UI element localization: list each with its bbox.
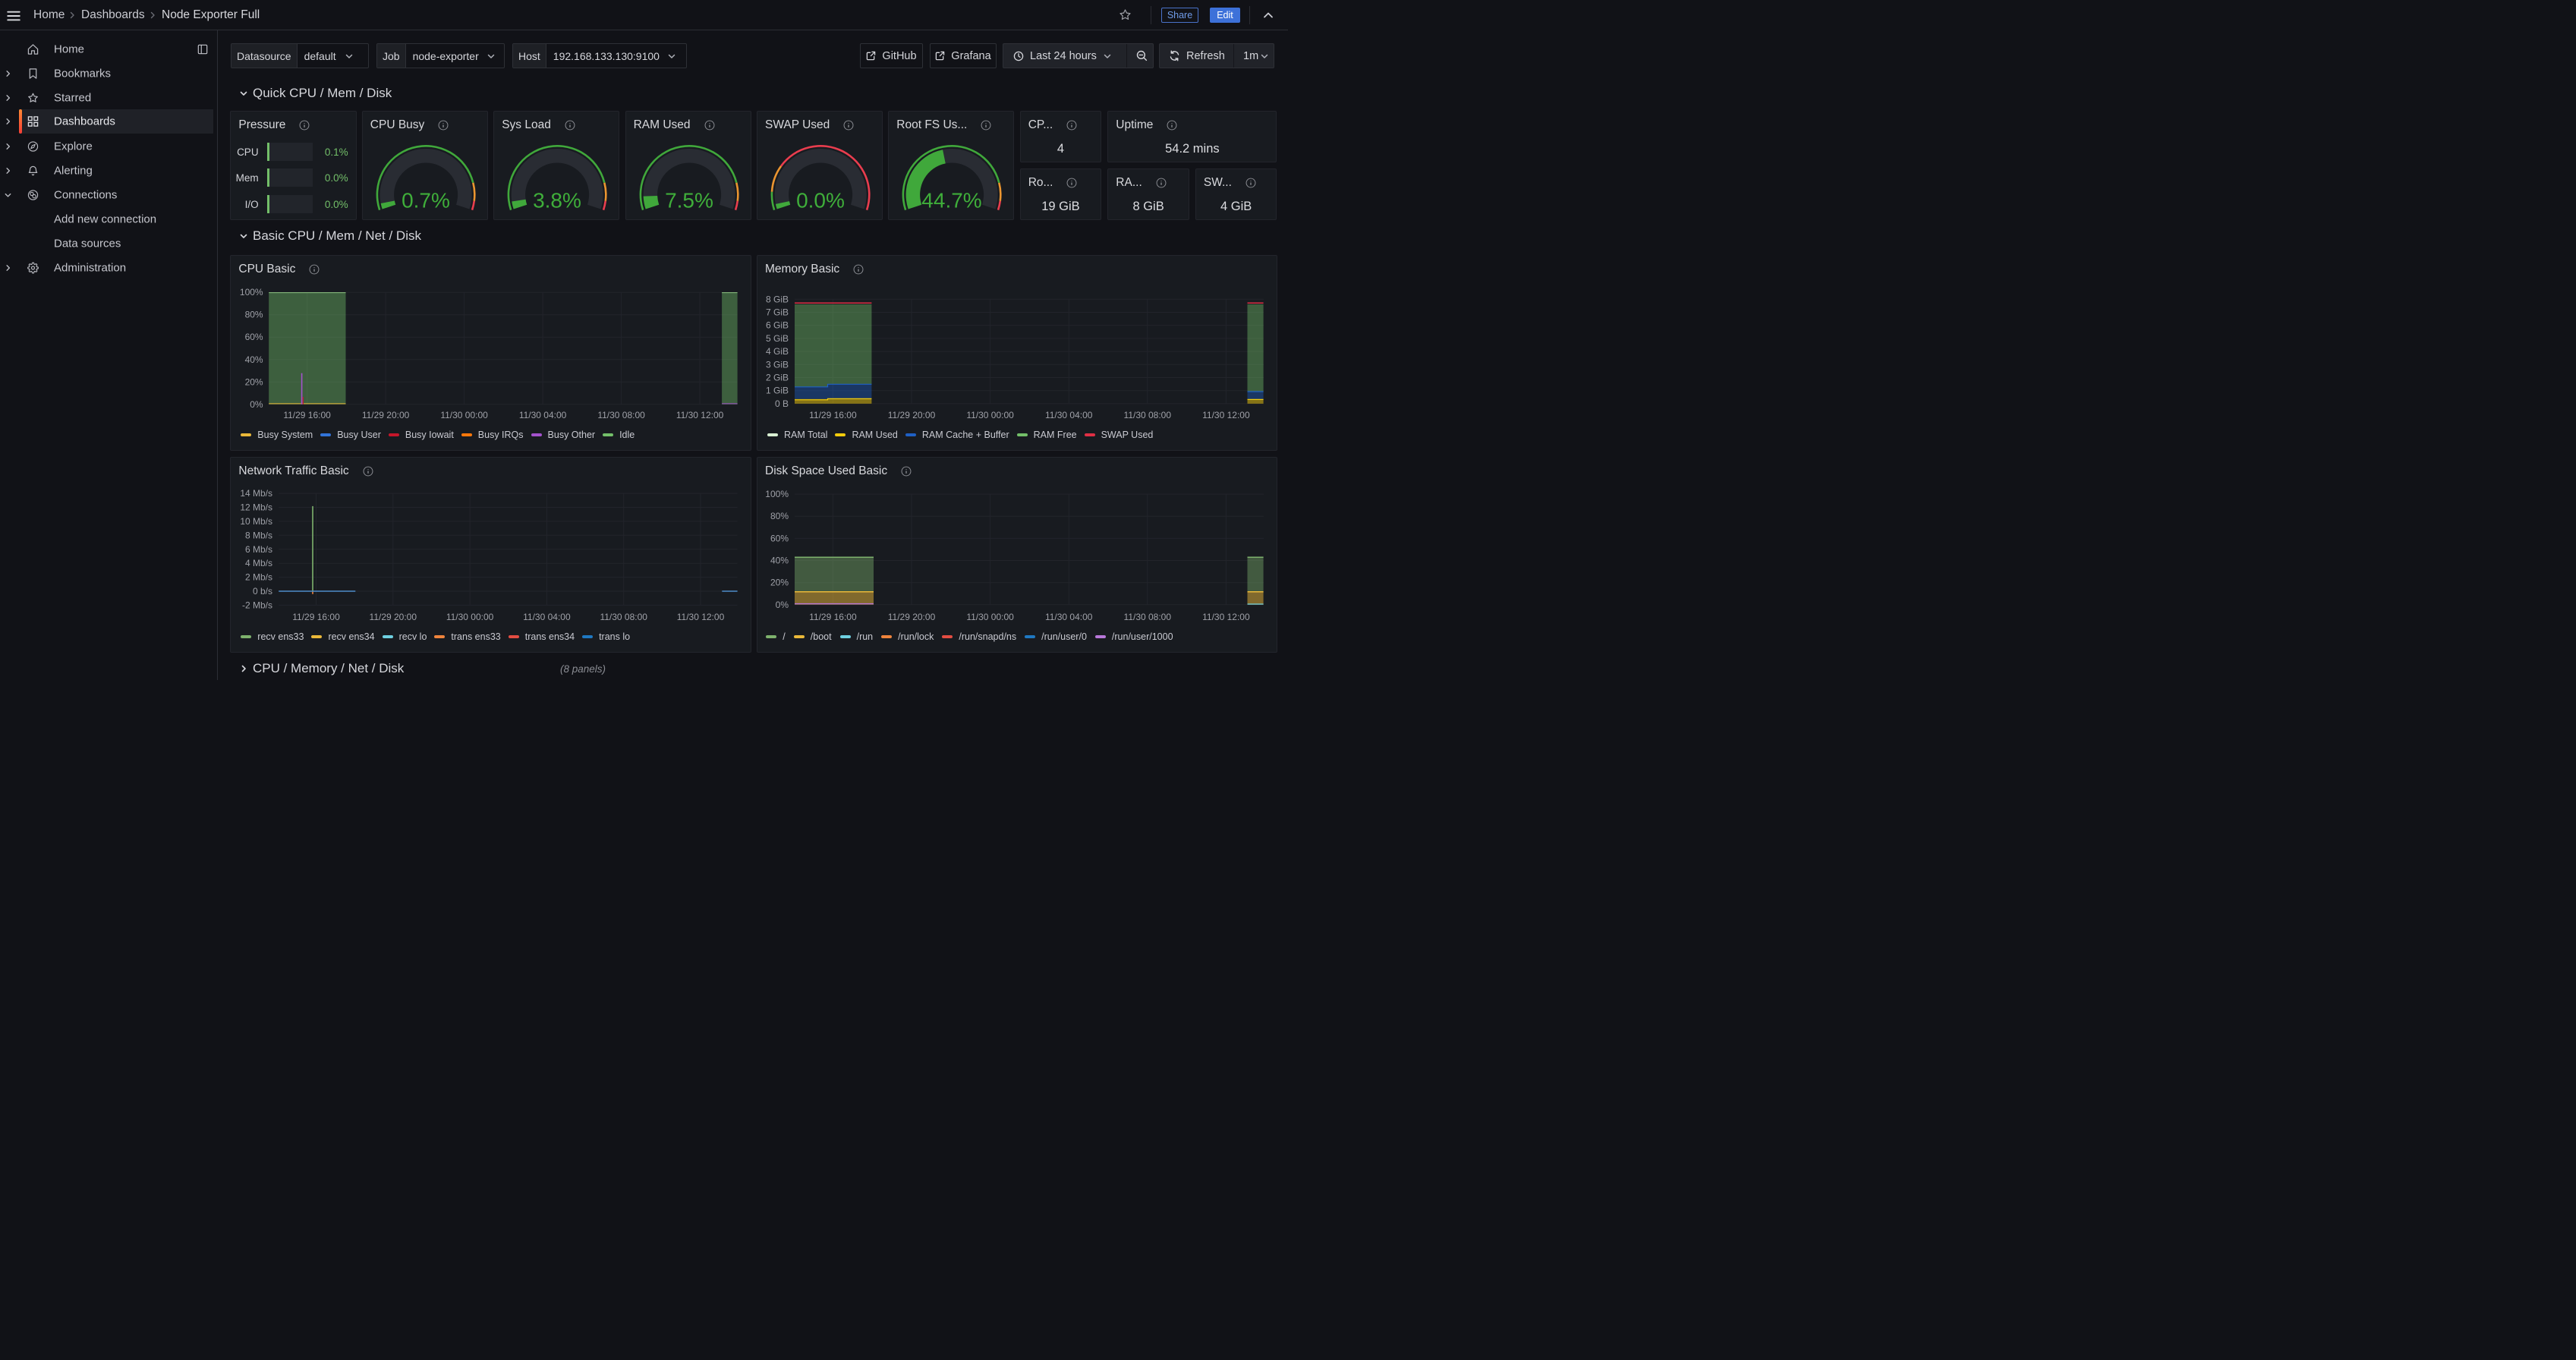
svg-text:4 GiB: 4 GiB [766, 346, 789, 357]
svg-text:11/29 20:00: 11/29 20:00 [370, 612, 417, 622]
svg-text:0%: 0% [776, 600, 789, 610]
svg-text:11/30 04:00: 11/30 04:00 [1045, 410, 1093, 420]
svg-text:2 GiB: 2 GiB [766, 373, 789, 383]
svg-text:40%: 40% [770, 556, 789, 566]
svg-text:0.7%: 0.7% [402, 189, 450, 212]
svg-text:20%: 20% [245, 376, 263, 387]
svg-text:11/30 00:00: 11/30 00:00 [966, 410, 1014, 420]
svg-text:11/29 16:00: 11/29 16:00 [293, 612, 341, 622]
svg-text:11/30 08:00: 11/30 08:00 [1124, 612, 1172, 622]
svg-text:11/30 12:00: 11/30 12:00 [676, 410, 724, 420]
svg-text:11/29 20:00: 11/29 20:00 [362, 410, 410, 420]
svg-text:0 b/s: 0 b/s [253, 586, 272, 597]
svg-text:80%: 80% [770, 511, 789, 521]
svg-text:14 Mb/s: 14 Mb/s [241, 488, 273, 499]
svg-text:0 B: 0 B [775, 398, 789, 409]
svg-text:12 Mb/s: 12 Mb/s [241, 502, 273, 513]
svg-text:3 GiB: 3 GiB [766, 359, 789, 370]
svg-text:11/29 16:00: 11/29 16:00 [809, 410, 857, 420]
svg-text:80%: 80% [245, 310, 263, 320]
svg-text:6 GiB: 6 GiB [766, 320, 789, 331]
svg-text:8 Mb/s: 8 Mb/s [245, 530, 272, 540]
svg-text:11/29 20:00: 11/29 20:00 [888, 612, 936, 622]
svg-text:11/30 08:00: 11/30 08:00 [598, 410, 646, 420]
svg-text:11/30 04:00: 11/30 04:00 [519, 410, 567, 420]
svg-text:7 GiB: 7 GiB [766, 307, 789, 318]
svg-text:11/29 16:00: 11/29 16:00 [284, 410, 332, 420]
svg-text:11/30 12:00: 11/30 12:00 [677, 612, 725, 622]
svg-text:2 Mb/s: 2 Mb/s [245, 572, 272, 583]
svg-text:0.0%: 0.0% [796, 189, 845, 212]
svg-text:11/30 08:00: 11/30 08:00 [600, 612, 648, 622]
svg-text:11/30 00:00: 11/30 00:00 [966, 612, 1014, 622]
svg-text:0%: 0% [250, 399, 264, 410]
svg-text:11/30 12:00: 11/30 12:00 [1202, 410, 1250, 420]
svg-text:11/30 00:00: 11/30 00:00 [446, 612, 494, 622]
svg-text:100%: 100% [240, 287, 263, 298]
svg-text:11/30 08:00: 11/30 08:00 [1124, 410, 1172, 420]
svg-text:11/30 04:00: 11/30 04:00 [1045, 612, 1093, 622]
svg-text:11/30 04:00: 11/30 04:00 [524, 612, 572, 622]
svg-text:-2 Mb/s: -2 Mb/s [242, 600, 272, 611]
svg-text:8 GiB: 8 GiB [766, 294, 789, 304]
svg-text:40%: 40% [245, 354, 263, 365]
svg-text:7.5%: 7.5% [665, 189, 713, 212]
svg-text:6 Mb/s: 6 Mb/s [245, 544, 272, 555]
svg-text:4 Mb/s: 4 Mb/s [245, 558, 272, 568]
svg-text:5 GiB: 5 GiB [766, 333, 789, 344]
svg-text:3.8%: 3.8% [533, 189, 581, 212]
svg-text:11/30 00:00: 11/30 00:00 [441, 410, 489, 420]
svg-text:11/29 16:00: 11/29 16:00 [809, 612, 857, 622]
svg-text:10 Mb/s: 10 Mb/s [241, 516, 273, 527]
svg-text:60%: 60% [245, 332, 263, 342]
svg-text:11/29 20:00: 11/29 20:00 [888, 410, 936, 420]
svg-text:44.7%: 44.7% [922, 189, 982, 212]
svg-text:1 GiB: 1 GiB [766, 386, 789, 396]
svg-text:20%: 20% [770, 578, 789, 588]
svg-text:11/30 12:00: 11/30 12:00 [1202, 612, 1250, 622]
svg-text:100%: 100% [765, 489, 789, 499]
svg-text:60%: 60% [770, 534, 789, 544]
